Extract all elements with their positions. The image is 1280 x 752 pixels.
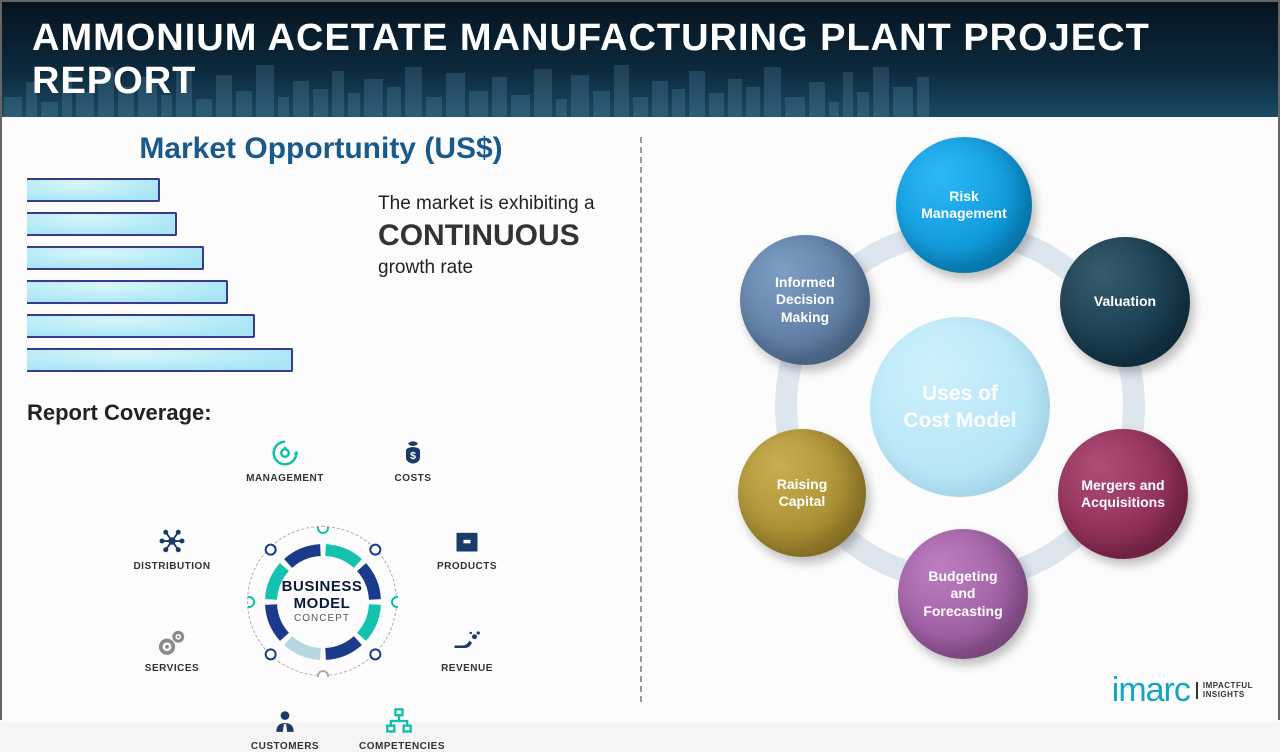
bar-chart <box>27 178 368 382</box>
growth-line1: The market is exhibiting a <box>378 193 615 215</box>
business-model-ring: BUSINESS MODEL CONCEPT <box>247 526 397 676</box>
bm-item-distribution: DISTRIBUTION <box>132 524 212 572</box>
satellite-mergers-and-acquisitions: Mergers andAcquisitions <box>1058 429 1188 559</box>
satellite-informed-decision-making: InformedDecisionMaking <box>740 235 870 365</box>
costs-icon: $ <box>396 436 430 470</box>
growth-word: CONTINUOUS <box>378 219 615 253</box>
bm-item-costs: $COSTS <box>373 436 453 484</box>
services-icon <box>155 626 189 660</box>
page-title: AMMONIUM ACETATE MANUFACTURING PLANT PRO… <box>32 17 1248 103</box>
logo-tagline: IMPACTFULINSIGHTS <box>1196 682 1253 700</box>
bm-item-customers: CUSTOMERS <box>245 704 325 752</box>
bm-item-products: PRODUCTS <box>427 524 507 572</box>
market-chart: The market is exhibiting a CONTINUOUS gr… <box>27 178 615 382</box>
products-icon <box>450 524 484 558</box>
satellite-raising-capital: RaisingCapital <box>738 429 866 557</box>
right-panel: Uses ofCost Model RiskManagementValuatio… <box>640 117 1278 722</box>
growth-text: The market is exhibiting a CONTINUOUS gr… <box>368 178 615 382</box>
competencies-icon <box>382 704 416 738</box>
satellite-risk-management: RiskManagement <box>896 137 1032 273</box>
content-area: Market Opportunity (US$) The market is e… <box>2 117 1278 722</box>
management-icon <box>268 436 302 470</box>
cost-model-radial: Uses ofCost Model RiskManagementValuatio… <box>640 117 1278 722</box>
bm-item-services: SERVICES <box>132 626 212 674</box>
satellite-budgeting-and-forecasting: BudgetingandForecasting <box>898 529 1028 659</box>
imarc-logo: imarc IMPACTFULINSIGHTS <box>1112 671 1253 710</box>
market-title: Market Opportunity (US$) <box>27 132 615 166</box>
bm-item-revenue: REVENUE <box>427 626 507 674</box>
svg-text:$: $ <box>410 450 416 462</box>
bm-item-management: MANAGEMENT <box>245 436 325 484</box>
growth-line2: growth rate <box>378 257 615 279</box>
distribution-icon <box>155 524 189 558</box>
header-banner: AMMONIUM ACETATE MANUFACTURING PLANT PRO… <box>2 2 1278 117</box>
left-panel: Market Opportunity (US$) The market is e… <box>2 117 640 722</box>
business-model-diagram: BUSINESS MODEL CONCEPT MANAGEMENT $COSTS D… <box>27 416 615 746</box>
bm-item-competencies: COMPETENCIES <box>359 704 439 752</box>
business-model-center: BUSINESS MODEL CONCEPT <box>247 526 397 676</box>
customers-icon <box>268 704 302 738</box>
ring-segments <box>248 527 398 677</box>
satellite-valuation: Valuation <box>1060 237 1190 367</box>
logo-text: imarc <box>1112 671 1190 710</box>
revenue-icon <box>450 626 484 660</box>
radial-center: Uses ofCost Model <box>870 317 1050 497</box>
